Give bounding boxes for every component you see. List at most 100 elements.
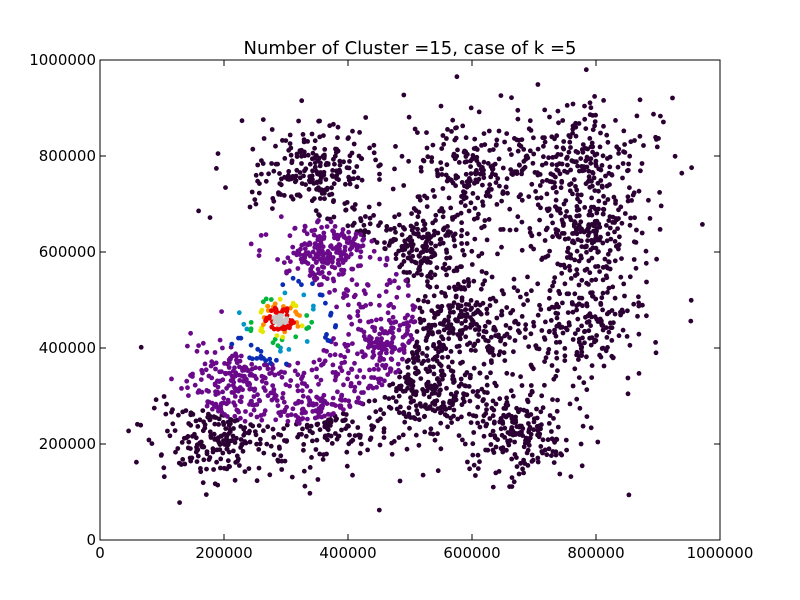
scatter-point — [631, 257, 637, 262]
scatter-point — [542, 139, 548, 145]
scatter-point — [209, 375, 215, 381]
scatter-point — [424, 145, 430, 151]
scatter-point — [491, 327, 496, 332]
scatter-point — [361, 333, 367, 339]
scatter-point — [529, 459, 535, 464]
scatter-point — [358, 441, 364, 447]
scatter-point — [422, 294, 428, 299]
scatter-point — [393, 271, 399, 277]
scatter-point — [647, 216, 653, 221]
scatter-point — [203, 367, 209, 373]
scatter-point — [301, 149, 307, 155]
scatter-point — [554, 144, 559, 150]
scatter-point — [636, 294, 641, 300]
scatter-point — [527, 392, 533, 398]
scatter-point — [300, 426, 305, 432]
scatter-point — [231, 448, 236, 454]
scatter-point — [599, 346, 605, 351]
scatter-point — [224, 446, 230, 452]
scatter-point — [531, 319, 536, 325]
scatter-point — [267, 472, 273, 478]
scatter-point — [606, 218, 612, 224]
scatter-point — [346, 177, 352, 183]
scatter-point — [537, 183, 543, 188]
scatter-point — [234, 407, 240, 413]
scatter-point — [384, 257, 390, 263]
scatter-point — [531, 151, 537, 157]
scatter-point — [498, 426, 504, 432]
scatter-point — [329, 401, 335, 407]
scatter-point — [471, 365, 477, 371]
scatter-point — [300, 132, 306, 137]
scatter-point — [632, 215, 637, 221]
scatter-point — [382, 240, 387, 246]
scatter-point — [499, 432, 505, 438]
scatter-point — [276, 432, 281, 437]
scatter-point — [636, 300, 641, 306]
scatter-point — [377, 351, 382, 357]
scatter-point — [448, 205, 454, 211]
scatter-point — [354, 184, 360, 190]
scatter-point — [263, 296, 269, 302]
scatter-point — [439, 290, 444, 295]
scatter-point — [627, 274, 633, 280]
scatter-point — [539, 328, 545, 333]
scatter-point — [282, 290, 288, 296]
scatter-point — [196, 343, 202, 348]
scatter-point — [421, 298, 427, 304]
scatter-point — [613, 201, 618, 206]
scatter-point — [237, 378, 243, 383]
scatter-point — [287, 233, 293, 239]
scatter-point — [555, 207, 560, 213]
scatter-point — [376, 201, 382, 207]
scatter-point — [516, 194, 522, 200]
scatter-point — [317, 292, 323, 298]
scatter-point — [295, 372, 301, 378]
scatter-point — [256, 447, 262, 452]
scatter-point — [371, 248, 377, 254]
scatter-point — [554, 350, 559, 355]
scatter-point — [553, 227, 559, 232]
scatter-point — [248, 386, 254, 392]
scatter-point — [321, 230, 327, 236]
scatter-point — [311, 232, 317, 238]
scatter-point — [326, 417, 331, 423]
scatter-point — [317, 196, 323, 201]
scatter-point — [408, 223, 414, 229]
scatter-point — [481, 361, 487, 367]
scatter-point — [459, 414, 464, 420]
scatter-point — [169, 376, 174, 382]
scatter-point — [521, 457, 526, 463]
scatter-point — [316, 270, 322, 276]
scatter-point — [549, 429, 554, 434]
scatter-point — [198, 466, 203, 471]
scatter-point — [446, 364, 451, 370]
scatter-point — [493, 142, 499, 148]
scatter-point — [287, 141, 293, 147]
scatter-point — [183, 408, 189, 413]
scatter-point — [638, 168, 643, 174]
scatter-point — [563, 213, 568, 219]
scatter-point — [349, 266, 355, 272]
scatter-point — [472, 205, 478, 211]
scatter-point — [275, 457, 281, 463]
scatter-point — [146, 437, 152, 443]
scatter-point — [568, 474, 574, 479]
scatter-point — [358, 232, 364, 237]
scatter-point — [349, 366, 354, 372]
scatter-point — [464, 231, 470, 237]
scatter-point — [550, 220, 555, 226]
scatter-point — [413, 365, 418, 371]
scatter-point — [476, 332, 482, 337]
scatter-point — [445, 126, 450, 132]
scatter-point — [331, 199, 336, 205]
scatter-point — [490, 147, 496, 153]
scatter-point — [299, 282, 304, 288]
scatter-point — [175, 446, 181, 451]
scatter-point — [384, 224, 390, 229]
scatter-point — [384, 282, 390, 288]
scatter-point — [206, 411, 211, 417]
scatter-point — [451, 407, 457, 413]
scatter-point — [260, 299, 266, 305]
scatter-point — [397, 478, 403, 484]
